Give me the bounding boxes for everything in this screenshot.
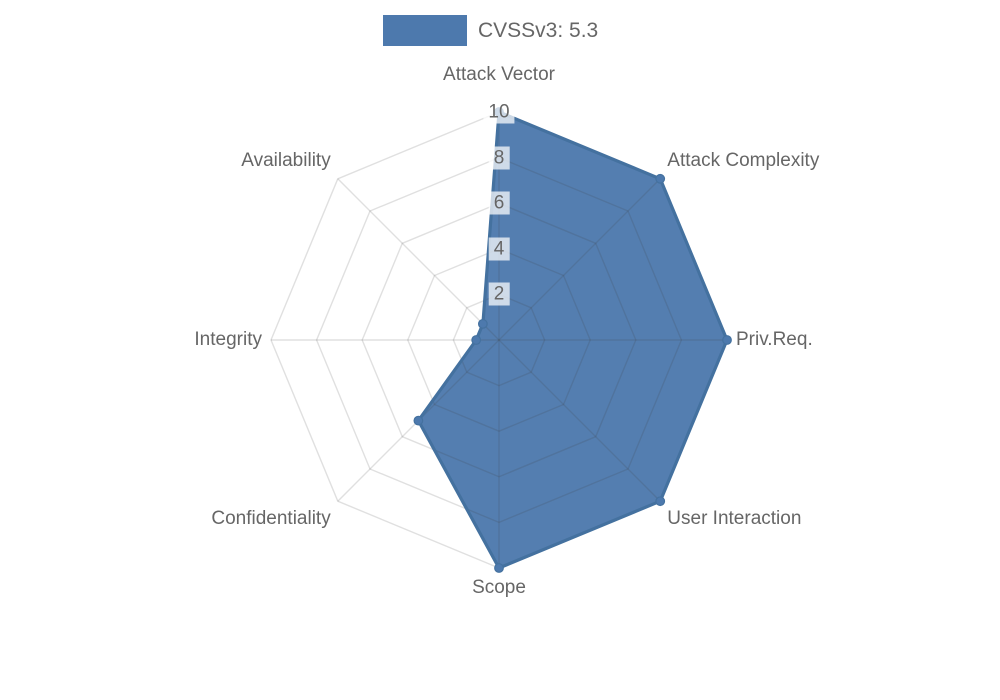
grid-ring-6: [361, 202, 637, 478]
axis-label-confidentiality: Confidentiality: [211, 507, 331, 529]
legend-label: CVSSv3: 5.3: [478, 18, 599, 42]
axis-label-availability: Availability: [241, 150, 331, 172]
radial-tick-4: 4: [488, 237, 510, 261]
axis-label-attack-complexity: Attack Complexity: [667, 150, 820, 172]
data-point-priv-req[interactable]: [722, 335, 732, 345]
data-point-scope[interactable]: [494, 563, 504, 573]
legend-swatch: [383, 15, 467, 46]
axis-label-integrity: Integrity: [194, 329, 262, 350]
data-point-availability[interactable]: [477, 318, 488, 329]
legend-item-cvssv3[interactable]: CVSSv3: 5.3: [383, 15, 598, 46]
radial-tick-10: 10: [483, 100, 515, 124]
data-point-attack-complexity[interactable]: [655, 173, 666, 184]
data-point-user-interaction[interactable]: [655, 496, 666, 507]
data-point-confidentiality[interactable]: [413, 415, 424, 426]
data-point-integrity[interactable]: [471, 335, 482, 345]
radial-tick-8: 8: [488, 146, 510, 170]
angle-line-1: [498, 178, 661, 341]
axis-label-priv-req: Priv.Req.: [736, 329, 813, 350]
axis-label-attack-vector: Attack Vector: [443, 64, 555, 85]
axis-label-scope: Scope: [472, 577, 526, 598]
angle-line-7: [337, 178, 500, 341]
radial-tick-6: 6: [488, 191, 510, 215]
grid-ring-2: [452, 293, 546, 387]
series-area-cvssv3[interactable]: [418, 112, 727, 568]
grid-ring-8: [315, 156, 683, 524]
grid-ring-4: [407, 248, 591, 432]
radial-tick-2: 2: [488, 282, 510, 306]
angle-line-3: [498, 339, 661, 502]
axis-label-user-interaction: User Interaction: [667, 507, 802, 529]
